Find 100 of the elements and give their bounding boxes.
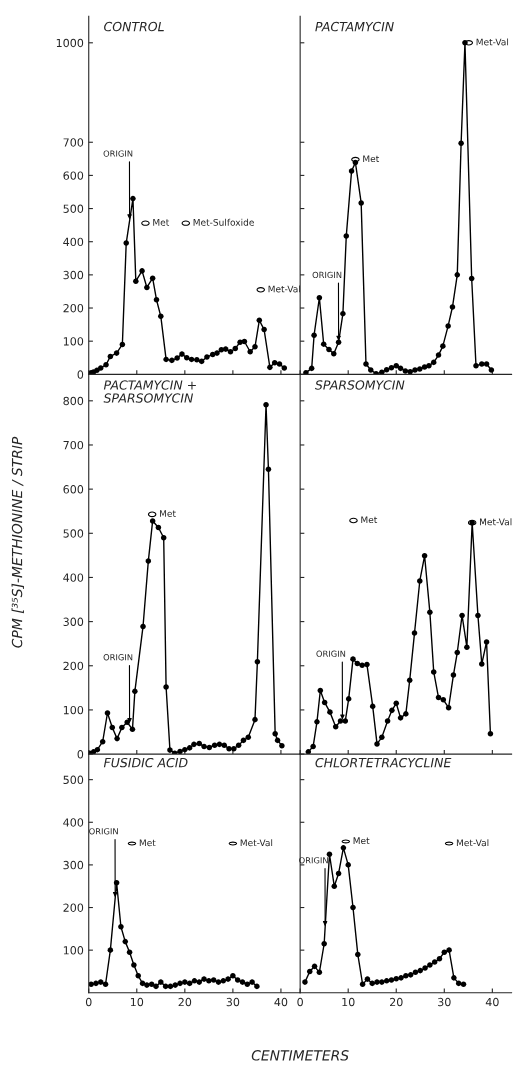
point [393, 700, 400, 707]
point [182, 979, 188, 985]
point [196, 979, 203, 985]
point [241, 338, 248, 345]
annotation: ORIGIN [316, 650, 346, 657]
annotation: ORIGIN [103, 654, 133, 661]
point [483, 361, 490, 367]
point [308, 365, 315, 372]
point [374, 979, 380, 985]
point [252, 344, 258, 350]
point [126, 949, 133, 956]
annotation: Met [139, 839, 156, 847]
x-tick-label: 0 [85, 997, 92, 1007]
x-tick-label: 40 [274, 997, 288, 1007]
point [113, 350, 120, 356]
point [483, 639, 490, 645]
point [350, 904, 356, 911]
point [397, 365, 404, 372]
point [402, 368, 409, 374]
point [245, 734, 252, 741]
point [451, 975, 457, 981]
point [114, 735, 120, 742]
point [135, 972, 142, 979]
point [421, 553, 428, 559]
point [179, 351, 185, 357]
point [411, 630, 418, 636]
point [412, 367, 418, 373]
point [155, 524, 162, 531]
point [316, 969, 323, 976]
point [232, 345, 239, 352]
point [183, 354, 190, 361]
point [417, 967, 424, 974]
y-tick-label: 400 [63, 818, 84, 827]
point [215, 979, 222, 985]
point [221, 742, 228, 749]
point [446, 947, 452, 953]
point [320, 341, 327, 347]
point [397, 715, 404, 721]
point [317, 687, 324, 694]
point [363, 361, 369, 367]
point [417, 366, 423, 372]
point [234, 977, 241, 983]
point [403, 972, 409, 979]
y-tick-label: 300 [63, 270, 84, 280]
y-axis-title: CPM [³⁵S]-METHIONINE / STRIP [11, 436, 24, 648]
point [267, 364, 273, 371]
point [398, 975, 404, 981]
y-tick-label: 0 [77, 750, 84, 759]
point [222, 346, 229, 352]
point [153, 983, 159, 990]
annotation: Met-Val [479, 518, 512, 526]
point [107, 353, 114, 360]
point [104, 710, 111, 716]
point [407, 368, 413, 375]
point [440, 343, 446, 349]
point [254, 659, 261, 665]
point [384, 718, 391, 724]
point [427, 962, 433, 968]
point [174, 355, 180, 361]
point [436, 955, 443, 962]
point [230, 972, 236, 979]
point [340, 845, 347, 851]
point [118, 923, 124, 930]
point [406, 677, 413, 684]
point [169, 357, 175, 364]
annotation: Met [361, 516, 378, 524]
point [435, 352, 442, 358]
point [412, 969, 419, 976]
chart-title: PACTAMYCIN [315, 21, 394, 32]
annotation: ORIGIN [103, 150, 133, 157]
point [458, 140, 464, 147]
point [335, 339, 342, 345]
x-tick-label: 20 [389, 997, 403, 1007]
y-tick-label: 500 [63, 529, 84, 538]
point [311, 332, 317, 338]
point [239, 979, 246, 985]
y-tick-label: 400 [63, 237, 84, 247]
point [403, 711, 409, 717]
x-tick-label: 30 [226, 997, 240, 1007]
annotation: Met-Val [268, 285, 300, 293]
point [364, 661, 370, 668]
point [445, 323, 451, 329]
y-tick-label: 800 [63, 396, 84, 406]
point [331, 883, 338, 889]
point [97, 365, 104, 371]
point [240, 737, 247, 744]
point [345, 696, 352, 702]
point [475, 612, 481, 619]
x-tick-label: 30 [438, 997, 451, 1007]
point [235, 742, 242, 749]
point [206, 744, 213, 751]
chart-title: CHLORTETRACYCLINE [315, 757, 452, 768]
point [225, 976, 231, 982]
point [167, 747, 173, 753]
point [326, 851, 333, 858]
point [478, 361, 485, 367]
point [343, 233, 350, 239]
point [201, 976, 207, 982]
text: PACTAMYCIN + SPARSOMYCIN [103, 380, 196, 403]
annotation: Met-Sulfoxide [193, 218, 254, 226]
